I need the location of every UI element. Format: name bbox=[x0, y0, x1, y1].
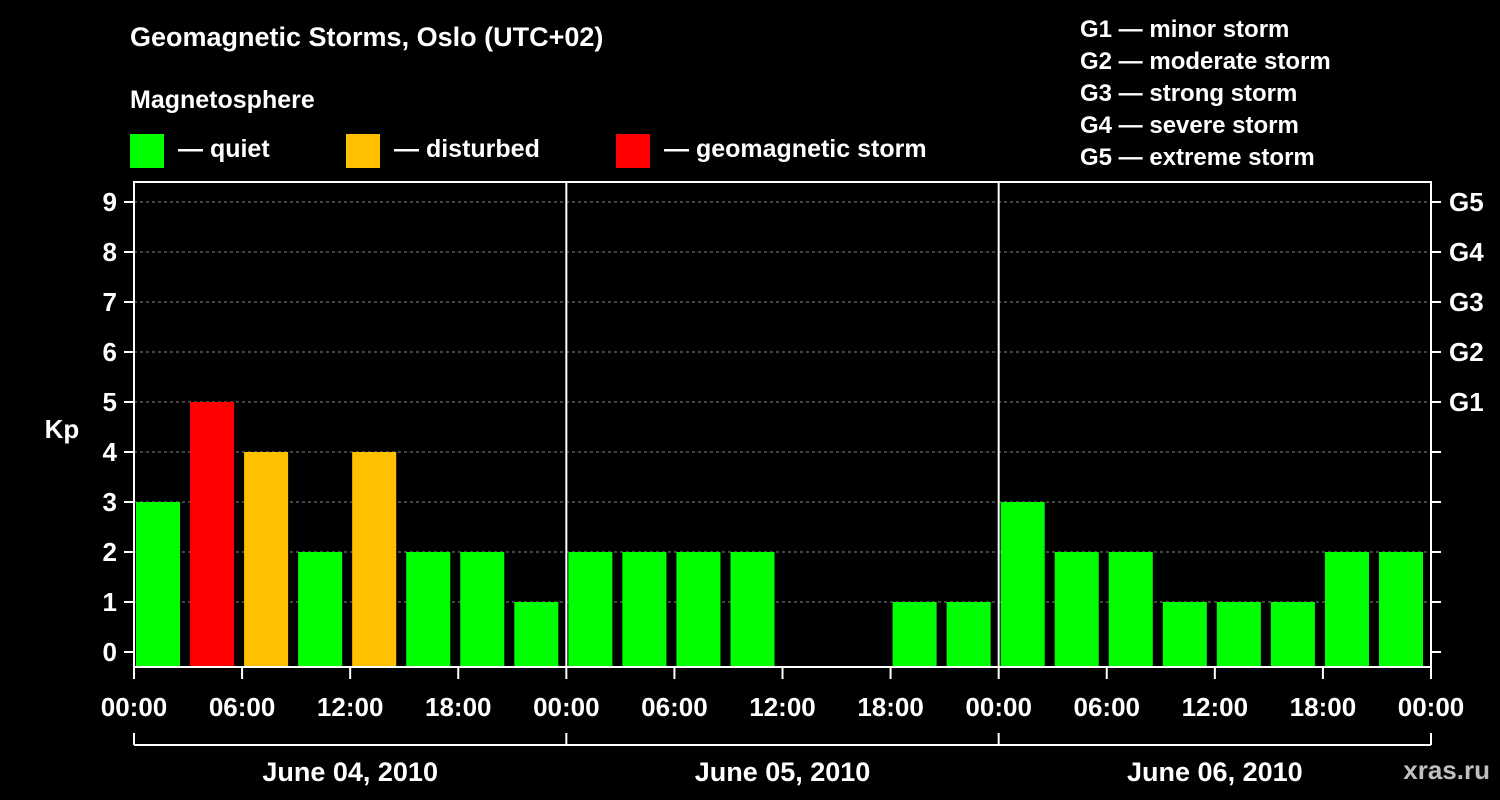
x-tick-label-1: 06:00 bbox=[209, 692, 276, 722]
kp-bar-22 bbox=[1324, 552, 1369, 667]
kp-bar-19 bbox=[1162, 602, 1207, 667]
kp-bar-20 bbox=[1216, 602, 1261, 667]
x-tick-label-9: 06:00 bbox=[1074, 692, 1141, 722]
legend-label-quiet: — quiet bbox=[178, 135, 270, 163]
x-tick-label-10: 12:00 bbox=[1182, 692, 1249, 722]
legend-swatch-quiet bbox=[130, 134, 164, 168]
day-label-0: June 04, 2010 bbox=[262, 757, 438, 787]
day-label-2: June 06, 2010 bbox=[1127, 757, 1303, 787]
storm-scale-g2: G2 — moderate storm bbox=[1080, 48, 1331, 75]
storm-scale-g1: G1 — minor storm bbox=[1080, 16, 1290, 43]
storm-level-label-g5: G5 bbox=[1449, 187, 1484, 217]
kp-bar-7 bbox=[514, 602, 559, 667]
kp-bar-3 bbox=[298, 552, 343, 667]
legend-swatch-disturbed bbox=[346, 134, 380, 168]
chart-title: Geomagnetic Storms, Oslo (UTC+02) bbox=[130, 22, 604, 52]
storm-level-label-g1: G1 bbox=[1449, 387, 1484, 417]
day-label-1: June 05, 2010 bbox=[695, 757, 871, 787]
storm-scale-g5: G5 — extreme storm bbox=[1080, 144, 1315, 171]
kp-bar-4 bbox=[352, 452, 397, 667]
storm-level-label-g2: G2 bbox=[1449, 337, 1484, 367]
storm-level-label-g3: G3 bbox=[1449, 287, 1484, 317]
kp-bar-23 bbox=[1378, 552, 1423, 667]
y-tick-label-7: 7 bbox=[103, 287, 117, 317]
kp-bar-0 bbox=[136, 502, 181, 667]
legend-label-storm: — geomagnetic storm bbox=[664, 135, 927, 163]
x-tick-label-11: 18:00 bbox=[1290, 692, 1357, 722]
y-tick-label-0: 0 bbox=[103, 637, 117, 667]
legend-label-disturbed: — disturbed bbox=[394, 135, 540, 163]
kp-bar-14 bbox=[892, 602, 937, 667]
y-tick-label-8: 8 bbox=[103, 237, 117, 267]
kp-bar-11 bbox=[730, 552, 775, 667]
y-tick-label-5: 5 bbox=[103, 387, 117, 417]
kp-bar-5 bbox=[406, 552, 451, 667]
chart-subtitle: Magnetosphere bbox=[130, 86, 315, 114]
y-tick-label-4: 4 bbox=[103, 437, 118, 467]
kp-bar-6 bbox=[460, 552, 505, 667]
storm-level-label-g4: G4 bbox=[1449, 237, 1484, 267]
y-tick-label-2: 2 bbox=[103, 537, 117, 567]
x-tick-label-0: 00:00 bbox=[101, 692, 168, 722]
kp-bar-17 bbox=[1054, 552, 1099, 667]
kp-bar-15 bbox=[946, 602, 991, 667]
kp-bar-10 bbox=[676, 552, 721, 667]
storm-scale-g4: G4 — severe storm bbox=[1080, 112, 1299, 139]
x-tick-label-4: 00:00 bbox=[533, 692, 600, 722]
x-tick-label-7: 18:00 bbox=[857, 692, 924, 722]
y-tick-label-1: 1 bbox=[103, 587, 117, 617]
storm-scale-g3: G3 — strong storm bbox=[1080, 80, 1298, 107]
x-tick-label-12: 00:00 bbox=[1398, 692, 1465, 722]
x-tick-label-5: 06:00 bbox=[641, 692, 708, 722]
x-tick-label-6: 12:00 bbox=[749, 692, 816, 722]
x-tick-label-3: 18:00 bbox=[425, 692, 492, 722]
kp-bar-2 bbox=[244, 452, 289, 667]
y-tick-label-3: 3 bbox=[103, 487, 117, 517]
kp-bar-16 bbox=[1000, 502, 1045, 667]
y-tick-label-6: 6 bbox=[103, 337, 117, 367]
brand-watermark: xras.ru bbox=[1403, 755, 1490, 785]
x-tick-label-8: 00:00 bbox=[965, 692, 1032, 722]
legend-swatch-storm bbox=[616, 134, 650, 168]
y-tick-label-9: 9 bbox=[103, 187, 117, 217]
kp-bar-8 bbox=[568, 552, 613, 667]
kp-bar-9 bbox=[622, 552, 667, 667]
y-axis-label: Kp bbox=[45, 414, 80, 444]
kp-bar-21 bbox=[1270, 602, 1315, 667]
storm-scale-legend: G1 — minor storm G2 — moderate storm G3 … bbox=[1080, 14, 1331, 174]
x-tick-label-2: 12:00 bbox=[317, 692, 384, 722]
kp-bar-1 bbox=[190, 402, 235, 667]
kp-bar-18 bbox=[1108, 552, 1153, 667]
